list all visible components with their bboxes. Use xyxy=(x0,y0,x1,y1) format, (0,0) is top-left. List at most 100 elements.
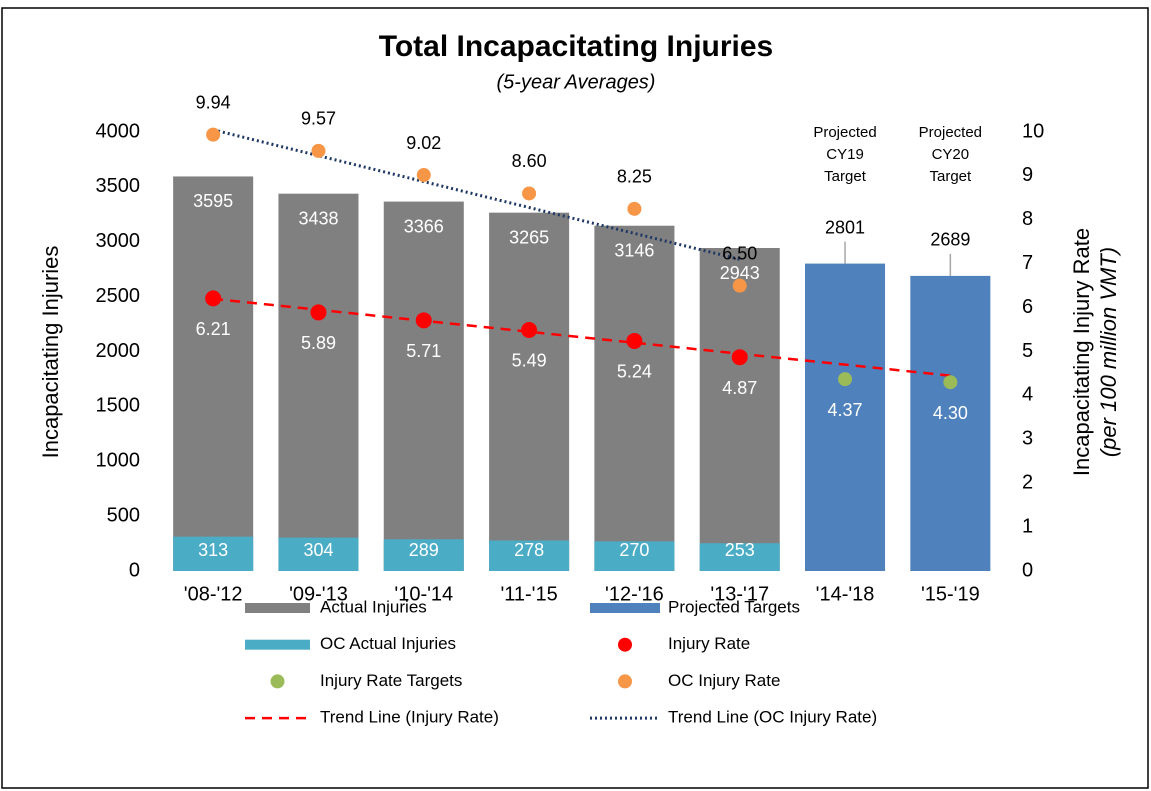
data-label: 278 xyxy=(514,540,544,560)
trend-line xyxy=(213,297,951,377)
x-tick-label: '11-'15 xyxy=(500,583,557,605)
y-tick-label: 4000 xyxy=(96,120,141,142)
bar xyxy=(489,212,570,571)
data-label: 5.71 xyxy=(406,341,441,361)
point xyxy=(415,312,432,329)
data-label: 8.60 xyxy=(512,151,547,171)
y2-tick-label: 9 xyxy=(1022,164,1033,186)
data-label: 2943 xyxy=(720,263,760,283)
bar xyxy=(594,225,675,571)
point xyxy=(731,349,748,366)
legend-label: OC Injury Rate xyxy=(668,671,780,690)
legend-label: Actual Injuries xyxy=(320,597,427,616)
data-label: 5.49 xyxy=(512,351,547,371)
point xyxy=(943,375,958,390)
bar xyxy=(278,193,359,571)
data-label: 5.89 xyxy=(301,333,336,353)
data-label: 6.50 xyxy=(722,243,757,263)
point xyxy=(311,143,326,158)
y-tick-label: 3500 xyxy=(96,175,141,197)
data-label: 289 xyxy=(409,540,439,560)
data-label: 304 xyxy=(303,540,333,560)
legend-swatch xyxy=(245,603,310,613)
chart-subtitle: (5-year Averages) xyxy=(497,71,656,93)
x-tick-label: '14-'18 xyxy=(816,583,875,605)
annotation: Target xyxy=(824,168,867,185)
x-tick-label: '15-'19 xyxy=(921,583,980,605)
y-axis-title: Incapacitating Injuries xyxy=(38,246,63,459)
point xyxy=(732,278,747,293)
annotation: CY19 xyxy=(826,146,864,163)
legend-swatch xyxy=(618,637,632,652)
annotation: Target xyxy=(929,168,972,185)
legend-swatch xyxy=(245,639,310,650)
bar xyxy=(594,541,675,571)
point xyxy=(205,290,222,307)
legend-label: Injury Rate xyxy=(668,634,750,653)
point xyxy=(522,186,537,201)
data-label: 9.57 xyxy=(301,109,336,129)
data-label: 9.02 xyxy=(406,133,441,153)
data-label: 253 xyxy=(725,540,755,560)
legend-label: Injury Rate Targets xyxy=(320,671,462,690)
data-label: 3595 xyxy=(193,191,233,211)
legend-swatch xyxy=(618,674,632,689)
y-tick-label: 2500 xyxy=(96,285,141,307)
y-tick-label: 2000 xyxy=(96,340,141,362)
point xyxy=(310,304,327,321)
y2-tick-label: 8 xyxy=(1022,208,1033,230)
y2-tick-label: 5 xyxy=(1022,340,1033,362)
x-tick-label: '13-'17 xyxy=(710,583,769,605)
data-label: 4.30 xyxy=(933,403,968,423)
y2-tick-label: 0 xyxy=(1022,559,1033,581)
y2-axis-title: (per 100 million VMT) xyxy=(1096,247,1121,457)
frame xyxy=(1,7,1149,789)
data-label: 2801 xyxy=(825,217,865,237)
point xyxy=(521,321,538,338)
trend-line xyxy=(212,128,741,261)
data-label: 9.94 xyxy=(196,92,231,112)
data-label: 2689 xyxy=(930,230,970,250)
legend-swatch xyxy=(270,674,285,689)
bar xyxy=(278,537,359,571)
x-tick-label: '08-'12 xyxy=(184,583,243,605)
y2-tick-label: 2 xyxy=(1022,471,1033,493)
legend-swatch xyxy=(590,603,660,613)
point xyxy=(416,168,431,183)
bar xyxy=(699,248,780,572)
y2-tick-label: 6 xyxy=(1022,296,1033,318)
annotation: Projected xyxy=(813,124,876,141)
y2-tick-label: 7 xyxy=(1022,252,1033,274)
y-tick-label: 3000 xyxy=(96,230,141,252)
y-tick-label: 500 xyxy=(107,504,140,526)
y2-tick-label: 3 xyxy=(1022,428,1033,450)
legend-label: Trend Line (Injury Rate) xyxy=(320,708,499,727)
data-label: 3146 xyxy=(614,240,654,260)
point xyxy=(627,201,642,216)
data-label: 270 xyxy=(619,540,649,560)
data-label: 4.37 xyxy=(828,400,863,420)
data-label: 3265 xyxy=(509,227,549,247)
x-tick-label: '09-'13 xyxy=(289,583,348,605)
chart-title: Total Incapacitating Injuries xyxy=(379,30,774,63)
data-label: 8.25 xyxy=(617,167,652,187)
bar xyxy=(173,176,254,572)
legend-label: Projected Targets xyxy=(668,597,800,616)
data-label: 3366 xyxy=(404,216,444,236)
bar xyxy=(173,536,254,571)
y-tick-label: 1500 xyxy=(96,395,141,417)
point xyxy=(206,127,221,142)
bar xyxy=(383,539,464,571)
legend-label: OC Actual Injuries xyxy=(320,634,456,653)
x-tick-label: '10-'14 xyxy=(394,583,453,605)
x-tick-label: '12-'16 xyxy=(605,583,664,605)
bar xyxy=(699,543,780,571)
y-tick-label: 1000 xyxy=(96,450,141,472)
data-label: 4.87 xyxy=(722,378,757,398)
y2-tick-label: 10 xyxy=(1022,120,1044,142)
legend-label: Trend Line (OC Injury Rate) xyxy=(668,708,877,727)
y-tick-label: 0 xyxy=(129,559,140,581)
y2-tick-label: 4 xyxy=(1022,384,1033,406)
